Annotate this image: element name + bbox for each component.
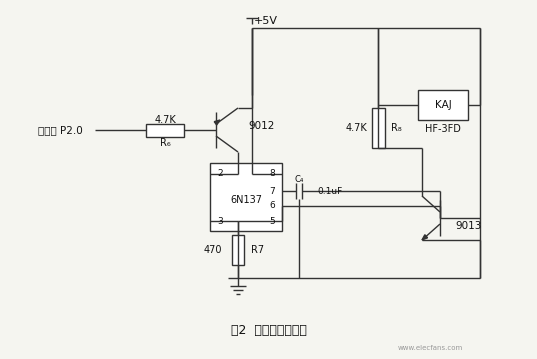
- Text: 470: 470: [204, 245, 222, 255]
- Text: R7: R7: [251, 245, 265, 255]
- Text: 6: 6: [269, 201, 275, 210]
- Text: KAJ: KAJ: [434, 100, 452, 110]
- Text: +5V: +5V: [254, 16, 278, 26]
- Bar: [418, 90, 468, 120]
- Text: 0.1uF: 0.1uF: [317, 186, 343, 196]
- Text: 3: 3: [217, 216, 223, 225]
- Text: 4.7K: 4.7K: [154, 115, 176, 125]
- Text: R₆: R₆: [159, 138, 170, 148]
- Bar: [210, 163, 282, 231]
- Text: www.elecfans.com: www.elecfans.com: [397, 345, 462, 351]
- Text: 9012: 9012: [248, 121, 274, 131]
- Text: 9013: 9013: [455, 221, 481, 231]
- Text: 5: 5: [269, 216, 275, 225]
- Text: 2: 2: [217, 169, 223, 178]
- Polygon shape: [214, 120, 220, 125]
- Bar: [146, 123, 184, 136]
- Text: HF-3FD: HF-3FD: [425, 124, 461, 134]
- Text: 单片机 P2.0: 单片机 P2.0: [38, 125, 82, 135]
- Polygon shape: [422, 235, 427, 240]
- Text: 4.7K: 4.7K: [345, 123, 367, 133]
- Text: 7: 7: [269, 186, 275, 196]
- Text: 6N137: 6N137: [230, 195, 262, 205]
- Text: C₄: C₄: [294, 174, 304, 183]
- Text: 8: 8: [269, 169, 275, 178]
- Bar: [372, 108, 384, 148]
- Bar: [232, 235, 244, 265]
- Text: R₈: R₈: [390, 123, 401, 133]
- Text: 图2  单片机输出电路: 图2 单片机输出电路: [230, 323, 307, 336]
